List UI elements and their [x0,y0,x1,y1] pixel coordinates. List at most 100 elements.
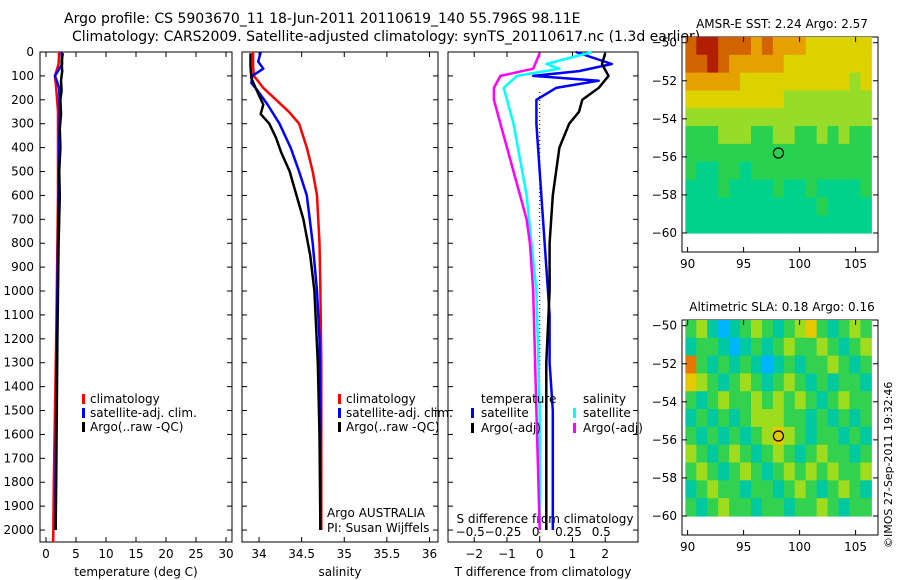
heatmap-cell [696,54,708,74]
legend-label: Argo(..raw -QC) [346,420,439,434]
heatmap-cell [783,480,796,499]
series-line-climatology [251,52,323,530]
legend-swatch [338,394,341,404]
legend-swatch [82,422,85,432]
y-tick-label: 1500 [3,404,34,418]
heatmap-cell [685,161,697,181]
heatmap-cell [761,391,774,410]
heatmap-cell [761,444,774,464]
profile-panel-temperature: 0 5 10 15 20 25 300100200300400500600700800900… [3,45,233,579]
heatmap-cell [805,355,818,375]
heatmap-cell [816,337,829,357]
heatmap-cell [860,320,872,339]
heatmap-cell [696,498,708,517]
heatmap-cell [849,462,861,481]
x-tick-label: 2 [601,547,609,561]
heatmap-cell [740,498,752,517]
heatmap-cell [761,320,774,339]
heatmap-cell [740,37,752,56]
heatmap-cell [740,72,752,92]
heatmap-cell [761,498,774,517]
heatmap-cell [783,215,796,234]
heatmap-cell [729,409,741,428]
heatmap-cell [849,409,861,428]
heatmap-cell [685,90,697,109]
heatmap-cell [718,337,730,357]
heatmap-cell [729,355,741,375]
heatmap-cell [816,498,829,517]
x-tick-label: 0 [42,547,50,561]
heatmap-cell [794,72,807,92]
x-tick-label: 1 [569,547,577,561]
heatmap-cell [816,480,829,499]
heatmap-cell [827,161,840,181]
heatmap-cell [750,480,763,499]
heatmap-cell [860,498,872,517]
heatmap-cell [849,215,861,234]
y-tick-label: 1100 [3,308,34,322]
heatmap-cell [849,391,861,410]
legend-label: Argo(-adj) [481,421,541,435]
y-tick-label: 300 [11,117,34,131]
heatmap-cell [783,409,796,428]
heatmap-cell [849,108,861,127]
map-title: AMSR-E SST: 2.24 Argo: 2.57 [696,17,868,31]
heatmap-cell [718,126,730,145]
heatmap-cell [718,108,730,127]
heatmap-cell [707,215,719,234]
heatmap-cell [827,197,840,216]
heatmap-cell [860,197,872,216]
heatmap-cell [827,143,840,163]
heatmap-cell [707,54,719,74]
heatmap-cell [805,337,818,357]
heatmap-cell [860,161,872,181]
heatmap-cell [696,215,708,234]
heatmap-cell [685,197,697,216]
heatmap-cell [772,37,785,56]
heatmap-cell [860,54,872,74]
heatmap-cell [718,72,730,92]
imos-timestamp: ©IMOS 27-Sep-2011 19:32:46 [882,382,895,548]
heatmap-cell [772,373,785,392]
heatmap-cell [783,90,796,109]
heatmap-cell [838,90,851,109]
legend-label: satellite-adj. clim. [90,406,197,420]
heatmap-cell [685,126,697,145]
heatmap-cell [794,373,807,392]
heatmap-cell [696,480,708,499]
heatmap-cell [838,462,851,481]
heatmap-cell [838,373,851,392]
legend-swatch [573,423,576,433]
profile-panel-salinity: 34 34.5 35 35.5 36 salinity [241,51,439,579]
heatmap-cell [707,90,719,109]
heatmap-cell [849,126,861,145]
heatmap-cell [750,444,763,464]
heatmap-cell [860,480,872,499]
heatmap-cell [783,126,796,145]
heatmap-cell [729,108,741,127]
legend-label: climatology [90,392,160,406]
argo-info-pi: PI: Susan Wijffels [327,521,429,535]
heatmap-cell [805,90,818,109]
x-tick-label: 36 [422,547,437,561]
heatmap-cell [772,444,785,464]
heatmap-cell [696,373,708,392]
y-tick-label: 2000 [3,523,34,537]
heatmap-cell [783,161,796,181]
heatmap-cell [707,391,719,410]
heatmap-cell [718,426,730,446]
y-tick-label: 0 [26,45,34,59]
y-tick-label: 1600 [3,427,34,441]
heatmap-cell [772,391,785,410]
heatmap-cell [827,90,840,109]
heatmap-cell [849,480,861,499]
heatmap-cell [696,179,708,198]
heatmap-cell [707,320,719,339]
heatmap-cell [805,320,818,339]
heatmap-cell [783,72,796,92]
y-tick-label: −50 [652,319,677,333]
heatmap-cell [849,37,861,56]
heatmap-cell [696,355,708,375]
x-tick-label: 35 [337,547,352,561]
heatmap-cell [772,498,785,517]
